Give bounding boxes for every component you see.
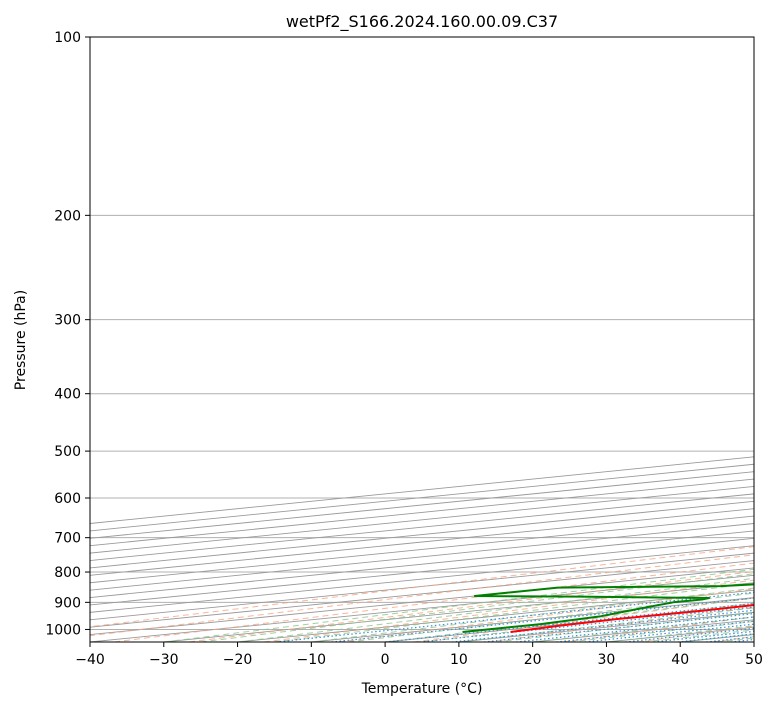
x-tick-label: −30 <box>149 652 179 668</box>
x-tick-label: 50 <box>745 652 763 668</box>
y-tick-label: 800 <box>54 565 81 581</box>
x-axis-title: Temperature (°C) <box>361 681 483 697</box>
chart-title: wetPf2_S166.2024.160.00.09.C37 <box>286 12 558 32</box>
x-tick-label: 20 <box>524 652 542 668</box>
x-tick-label: 40 <box>671 652 689 668</box>
y-tick-label: 100 <box>54 30 81 46</box>
y-tick-label: 900 <box>54 595 81 611</box>
y-tick-label: 300 <box>54 313 81 329</box>
y-tick-label: 200 <box>54 208 81 224</box>
x-tick-label: −20 <box>223 652 253 668</box>
x-tick-label: −10 <box>297 652 327 668</box>
x-tick-label: 10 <box>450 652 468 668</box>
y-axis-title: Pressure (hPa) <box>13 290 29 390</box>
y-tick-label: 700 <box>54 531 81 547</box>
y-tick-label: 400 <box>54 387 81 403</box>
y-tick-label: 500 <box>54 444 81 460</box>
x-tick-label: −40 <box>75 652 105 668</box>
x-tick-label: 30 <box>598 652 616 668</box>
y-tick-label: 1000 <box>45 622 81 638</box>
y-tick-label: 600 <box>54 491 81 507</box>
x-tick-label: 0 <box>381 652 390 668</box>
